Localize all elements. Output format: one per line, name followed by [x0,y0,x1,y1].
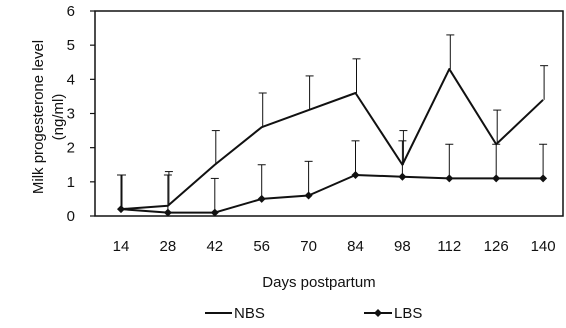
legend-lbs-label: LBS [394,305,422,322]
x-tick-label: 42 [206,238,223,255]
legend: NBS LBS [205,305,422,322]
x-tick-label: 126 [484,238,509,255]
x-tick-label: 140 [531,238,556,255]
data-point-lbs [210,208,219,217]
y-tick-label: 5 [67,37,75,54]
series-markers [117,171,548,217]
x-tick-label: 84 [347,238,364,255]
x-axis-ticks: 14 28 42 56 70 84 98 112 126 140 [113,238,556,255]
axes [94,10,564,217]
x-axis-title: Days postpartum [262,274,375,291]
data-point-lbs [539,174,548,183]
y-axis-title-line1: Milk progesterone level [30,40,47,194]
plot-frame [94,10,564,217]
x-tick-label: 56 [253,238,270,255]
y-axis-ticks: 0 1 2 3 4 5 6 [67,3,95,225]
data-point-lbs [398,172,407,181]
y-tick-label: 6 [67,3,75,20]
legend-lbs-marker [374,309,382,317]
y-tick-label: 1 [67,174,75,191]
data-point-lbs [163,208,172,217]
series-lines [120,68,544,214]
data-point-lbs [492,174,501,183]
x-tick-label: 98 [394,238,411,255]
series-line-lbs [120,174,544,214]
y-tick-label: 3 [67,106,75,123]
data-point-lbs [351,171,360,179]
x-tick-label: 28 [160,238,177,255]
data-point-lbs [445,174,454,183]
y-tick-label: 2 [67,140,75,157]
data-point-lbs [304,191,313,200]
error-bars [117,34,549,213]
data-point-lbs [117,205,125,214]
data-point-lbs [257,194,266,203]
x-tick-label: 112 [437,238,461,255]
y-tick-label: 0 [67,208,75,225]
x-tick-label: 70 [300,238,317,255]
y-axis-title-line2: (ng/ml) [50,94,67,141]
y-tick-label: 4 [67,71,75,88]
legend-nbs-label: NBS [234,305,265,322]
series-line-nbs [120,68,544,211]
x-tick-label: 14 [113,238,130,255]
